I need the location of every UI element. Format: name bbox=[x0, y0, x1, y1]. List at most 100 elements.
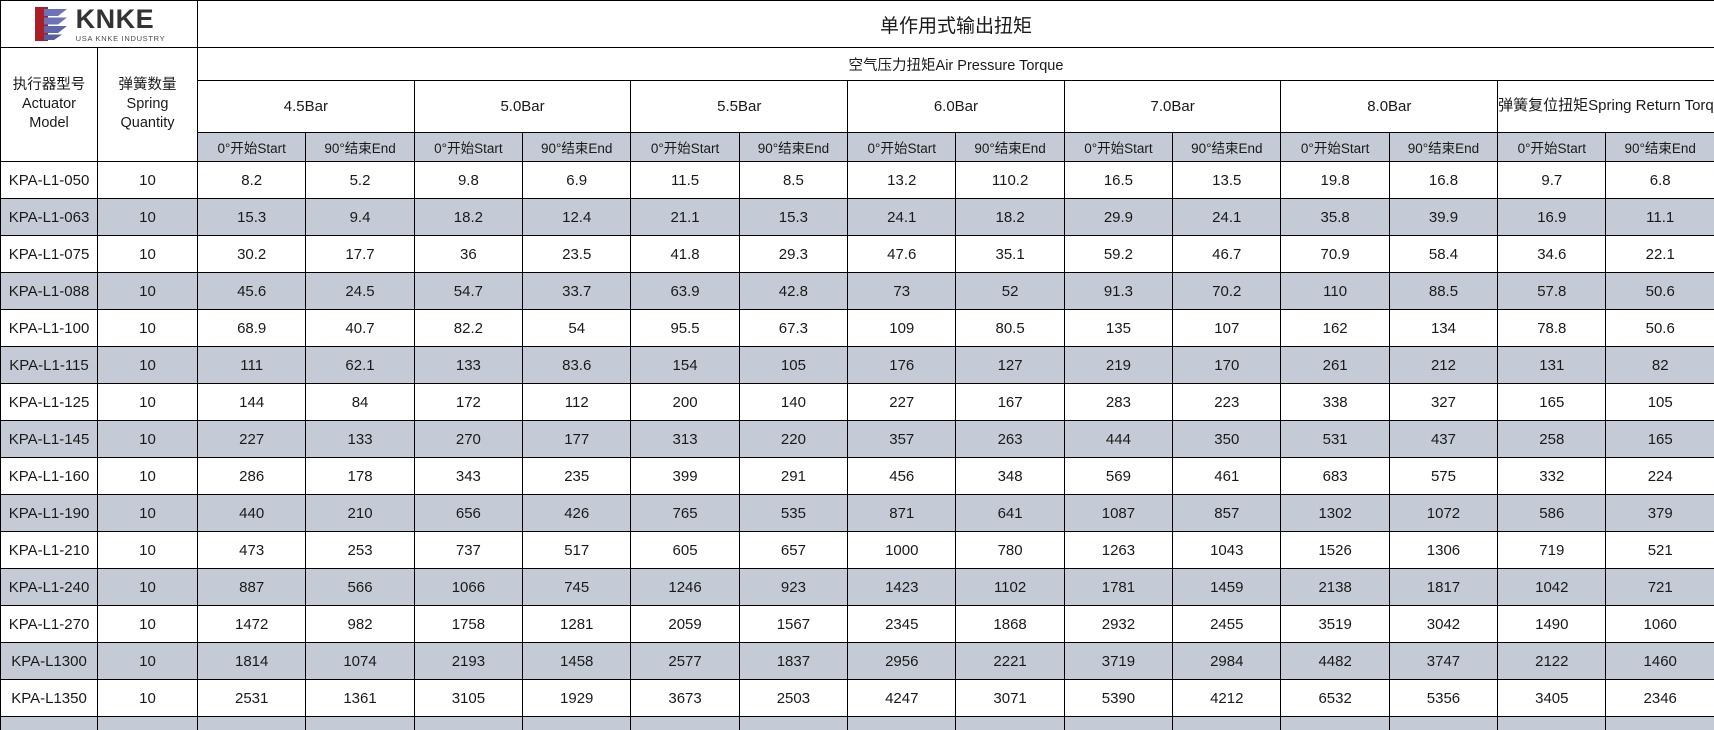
cell-torque-value: 45.6 bbox=[197, 272, 307, 310]
cell-torque-value: 50.6 bbox=[1605, 309, 1714, 347]
cell-torque-value: 18.2 bbox=[413, 198, 524, 236]
cell-torque-value: 9523 bbox=[1280, 716, 1390, 730]
cell-torque-value: 41.8 bbox=[630, 235, 740, 273]
cell-spring-quantity: 10 bbox=[96, 161, 199, 199]
cell-torque-value: 2193 bbox=[413, 642, 524, 680]
cell-torque-value: 780 bbox=[955, 531, 1065, 569]
cell-torque-value: 224 bbox=[1605, 457, 1714, 495]
cell-torque-value: 223 bbox=[1172, 383, 1282, 421]
cell-torque-value: 24.1 bbox=[1172, 198, 1282, 236]
cell-torque-value: 1087 bbox=[1063, 494, 1174, 532]
table-row: KPA-L1-270 10 1472 982 1758 1281 2059 1567 2345 1… bbox=[0, 605, 1714, 643]
cell-torque-value: 46.7 bbox=[1172, 235, 1282, 273]
pressure-group-6-0bar: 6.0Bar bbox=[847, 80, 1065, 133]
cell-torque-value: 78.8 bbox=[1497, 309, 1607, 347]
cell-torque-value: 258 bbox=[1497, 420, 1607, 458]
cell-torque-value: 1490 bbox=[1497, 605, 1607, 643]
cell-torque-value: 4212 bbox=[1172, 679, 1282, 717]
cell-torque-value: 68.9 bbox=[197, 309, 307, 347]
brand-tagline: USA KNKE INDUSTRY bbox=[75, 33, 166, 43]
cell-torque-value: 1458 bbox=[522, 642, 632, 680]
cell-torque-value: 200 bbox=[630, 383, 740, 421]
cell-torque-value: 23.5 bbox=[522, 235, 632, 273]
cell-torque-value: 84 bbox=[305, 383, 415, 421]
cell-torque-value: 332 bbox=[1497, 457, 1607, 495]
cell-torque-value: 261 bbox=[1280, 346, 1390, 384]
cell-torque-value: 3519 bbox=[1280, 605, 1390, 643]
cell-torque-value: 3042 bbox=[1388, 605, 1499, 643]
cell-spring-quantity: 10 bbox=[96, 642, 199, 680]
cell-torque-value: 4281 bbox=[955, 716, 1065, 730]
cell-torque-value: 745 bbox=[522, 568, 632, 606]
cell-torque-value: 2956 bbox=[847, 642, 957, 680]
model-header-en-2: Model bbox=[29, 115, 69, 132]
cell-torque-value: 127 bbox=[955, 346, 1065, 384]
cell-torque-value: 4640 bbox=[413, 716, 524, 730]
cell-actuator-model: KPA-L1-075 bbox=[0, 235, 98, 273]
cell-torque-value: 3719 bbox=[1063, 642, 1174, 680]
cell-torque-value: 3673 bbox=[630, 679, 740, 717]
cell-torque-value: 456 bbox=[847, 457, 957, 495]
cell-torque-value: 50.6 bbox=[1605, 272, 1714, 310]
cell-torque-value: 2531 bbox=[197, 679, 307, 717]
cell-actuator-model: KPA-L1300 bbox=[0, 642, 98, 680]
cell-torque-value: 399 bbox=[630, 457, 740, 495]
qty-header-en-1: Spring bbox=[126, 95, 169, 112]
subheader-start-4-5bar: 0°开始Start bbox=[197, 132, 307, 162]
cell-torque-value: 517 bbox=[522, 531, 632, 569]
cell-torque-value: 1567 bbox=[738, 605, 849, 643]
cell-torque-value: 473 bbox=[197, 531, 307, 569]
cell-torque-value: 982 bbox=[305, 605, 415, 643]
cell-torque-value: 105 bbox=[1605, 383, 1714, 421]
cell-torque-value: 348 bbox=[955, 457, 1065, 495]
cell-torque-value: 109 bbox=[847, 309, 957, 347]
cell-torque-value: 220 bbox=[738, 420, 849, 458]
cell-spring-quantity: 10 bbox=[96, 531, 199, 569]
cell-actuator-model: KPA-L1400 bbox=[0, 716, 98, 730]
cell-torque-value: 2932 bbox=[1063, 605, 1174, 643]
cell-torque-value: 59.2 bbox=[1063, 235, 1174, 273]
cell-torque-value: 1817 bbox=[1388, 568, 1499, 606]
subheader-end-7-0bar: 90°结束End bbox=[1172, 132, 1282, 162]
cell-torque-value: 343 bbox=[413, 457, 524, 495]
qty-header-en-2: Quantity bbox=[120, 115, 175, 132]
cell-torque-value: 36 bbox=[413, 235, 524, 273]
table-row: KPA-L1-115 10 111 62.1 133 83.6 154 105 176 127 21… bbox=[0, 346, 1714, 384]
cell-torque-value: 683 bbox=[1280, 457, 1390, 495]
cell-torque-value: 54 bbox=[522, 309, 632, 347]
cell-torque-value: 35.8 bbox=[1280, 198, 1390, 236]
cell-torque-value: 29.3 bbox=[738, 235, 849, 273]
cell-torque-value: 719 bbox=[1497, 531, 1607, 569]
cell-torque-value: 12.4 bbox=[522, 198, 632, 236]
cell-torque-value: 291 bbox=[738, 457, 849, 495]
cell-torque-value: 6.8 bbox=[1605, 161, 1714, 199]
cell-torque-value: 2059 bbox=[630, 605, 740, 643]
cell-torque-value: 144 bbox=[197, 383, 307, 421]
cell-torque-value: 765 bbox=[630, 494, 740, 532]
cell-torque-value: 133 bbox=[305, 420, 415, 458]
pressure-group-8-0bar: 8.0Bar bbox=[1280, 80, 1499, 133]
table-row: KPA-L1-075 10 30.2 17.7 36 23.5 41.8 29.3 47.6 35… bbox=[0, 235, 1714, 273]
cell-torque-value: 1042 bbox=[1497, 568, 1607, 606]
cell-torque-value: 73 bbox=[847, 272, 957, 310]
cell-spring-quantity: 10 bbox=[96, 198, 199, 236]
table-row: KPA-L1-240 10 887 566 1066 745 1246 923 1423 1102… bbox=[0, 568, 1714, 606]
column-group-air-pressure-torque: 空气压力扭矩Air Pressure Torque bbox=[197, 47, 1714, 81]
cell-torque-value: 9.7 bbox=[1497, 161, 1607, 199]
cell-torque-value: 2346 bbox=[1605, 679, 1714, 717]
cell-spring-quantity: 10 bbox=[96, 309, 199, 347]
cell-torque-value: 2984 bbox=[1172, 642, 1282, 680]
cell-torque-value: 9.8 bbox=[413, 161, 524, 199]
cell-torque-value: 1281 bbox=[522, 605, 632, 643]
cell-torque-value: 2122 bbox=[1497, 642, 1607, 680]
cell-torque-value: 110 bbox=[1280, 272, 1390, 310]
cell-torque-value: 15.3 bbox=[197, 198, 307, 236]
cell-actuator-model: KPA-L1-270 bbox=[0, 605, 98, 643]
qty-header-cn: 弹簧数量 bbox=[118, 76, 177, 93]
column-group-spring-return-torque: 弹簧复位扭矩Spring Return Torque bbox=[1497, 80, 1714, 133]
cell-torque-value: 283 bbox=[1063, 383, 1174, 421]
model-header-cn: 执行器型号 bbox=[12, 76, 86, 93]
cell-torque-value: 13.5 bbox=[1172, 161, 1282, 199]
cell-torque-value: 1102 bbox=[955, 568, 1065, 606]
cell-torque-value: 1929 bbox=[522, 679, 632, 717]
